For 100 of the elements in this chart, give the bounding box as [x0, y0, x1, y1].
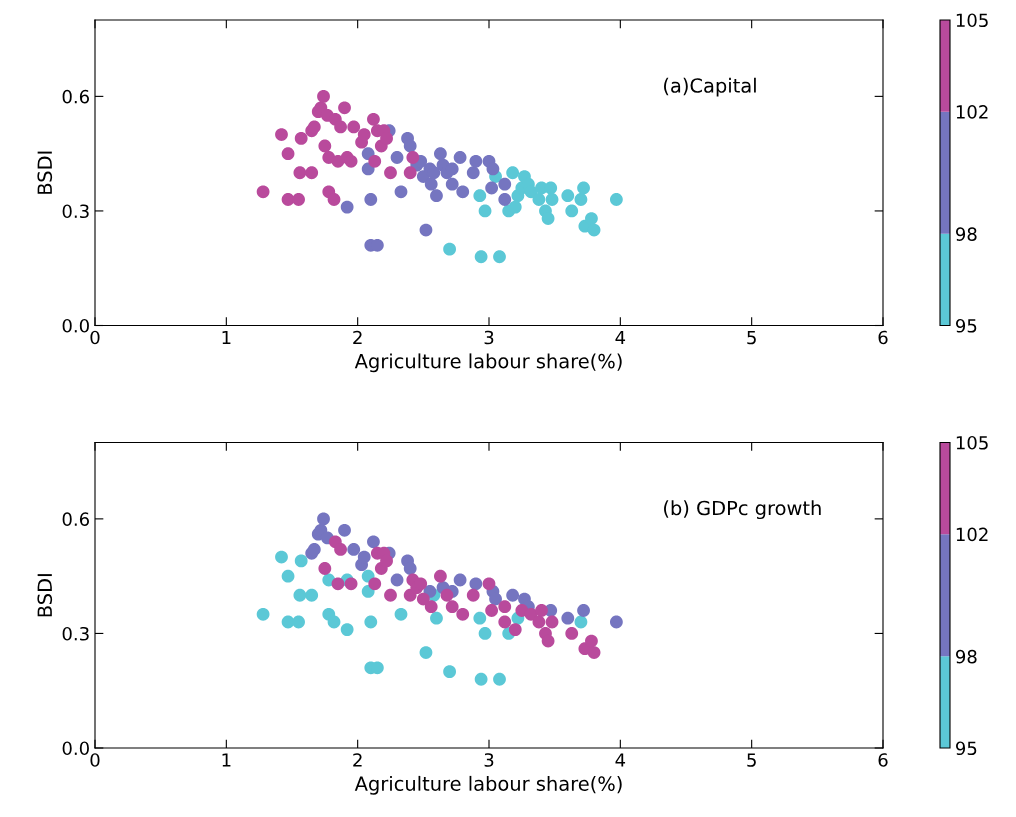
point [456, 185, 470, 199]
point [327, 193, 341, 206]
point [380, 554, 393, 568]
point [466, 166, 480, 180]
point [485, 604, 499, 617]
point [430, 189, 443, 203]
x-tick-label: 3 [484, 330, 494, 345]
point [434, 147, 447, 161]
x-tick-label: 2 [353, 753, 362, 767]
point [317, 89, 330, 103]
point [478, 204, 492, 218]
x-tick-label: 1 [222, 330, 231, 345]
point [434, 569, 447, 583]
point [609, 193, 623, 206]
point [394, 185, 408, 199]
color-bar-label: 95 [956, 741, 977, 756]
point [347, 120, 361, 134]
point [368, 154, 382, 168]
point [406, 151, 420, 164]
x-tick-label: 6 [878, 753, 888, 767]
point [445, 177, 459, 191]
point [367, 535, 380, 549]
point [419, 646, 433, 659]
point [294, 554, 308, 568]
point [281, 147, 295, 161]
point [544, 181, 558, 195]
point [561, 189, 575, 203]
point [344, 577, 358, 591]
x-tick-label: 2 [353, 330, 362, 345]
x-axis-title: Agriculture labour share(%) [354, 775, 622, 795]
point [281, 193, 295, 206]
point [532, 193, 546, 206]
point [561, 611, 575, 625]
point [424, 600, 438, 614]
point [294, 131, 308, 145]
point [565, 627, 579, 640]
point [440, 588, 454, 602]
point [456, 607, 470, 621]
point [466, 588, 480, 602]
y-axis-title: BSDI [37, 151, 53, 194]
x-axis-title: Agriculture labour share(%) [354, 353, 622, 373]
point [486, 162, 500, 176]
point [506, 166, 520, 180]
point [485, 181, 499, 195]
point [403, 166, 417, 180]
point [344, 154, 358, 168]
point [565, 204, 579, 218]
x-tick-label: 4 [615, 753, 626, 767]
point [305, 166, 319, 180]
point [281, 569, 295, 583]
point [384, 166, 397, 180]
y-tick-label: 0.3 [62, 204, 89, 219]
point [453, 573, 467, 587]
x-tick-label: 4 [615, 330, 626, 345]
point [541, 212, 555, 225]
point [493, 672, 506, 686]
point [347, 543, 361, 556]
point [338, 523, 351, 537]
y-tick-label: 0.3 [62, 626, 89, 641]
point [318, 562, 332, 575]
point [357, 550, 371, 564]
x-tick-label: 5 [747, 330, 756, 345]
point [445, 600, 459, 614]
point [317, 512, 330, 526]
point [482, 577, 496, 591]
y-tick-label: 0.0 [62, 741, 89, 756]
point [403, 562, 417, 575]
point [430, 611, 443, 625]
point [384, 588, 397, 602]
point [473, 189, 487, 203]
point [473, 611, 487, 625]
point [292, 615, 305, 629]
point [474, 672, 488, 686]
color-bar-label: 105 [956, 13, 988, 28]
point [489, 592, 502, 606]
point [394, 607, 408, 621]
point [427, 166, 441, 180]
point [587, 646, 601, 659]
point [532, 615, 546, 629]
point [390, 573, 404, 587]
point [293, 166, 307, 180]
point [364, 615, 378, 629]
x-tick-label: 3 [484, 753, 494, 767]
point [508, 200, 522, 214]
point [585, 634, 598, 648]
point [307, 120, 321, 134]
x-tick-label: 0 [90, 753, 100, 767]
point [334, 120, 347, 134]
point [577, 181, 590, 195]
y-tick-label: 0.6 [62, 89, 89, 104]
point [493, 250, 506, 264]
point [443, 242, 456, 256]
point [367, 112, 380, 126]
color-bar-label: 95 [956, 318, 977, 333]
point [293, 588, 307, 602]
y-axis-title: BSDI [37, 574, 53, 617]
point [357, 128, 371, 141]
point [364, 193, 378, 206]
point [416, 592, 430, 606]
point [469, 577, 483, 591]
